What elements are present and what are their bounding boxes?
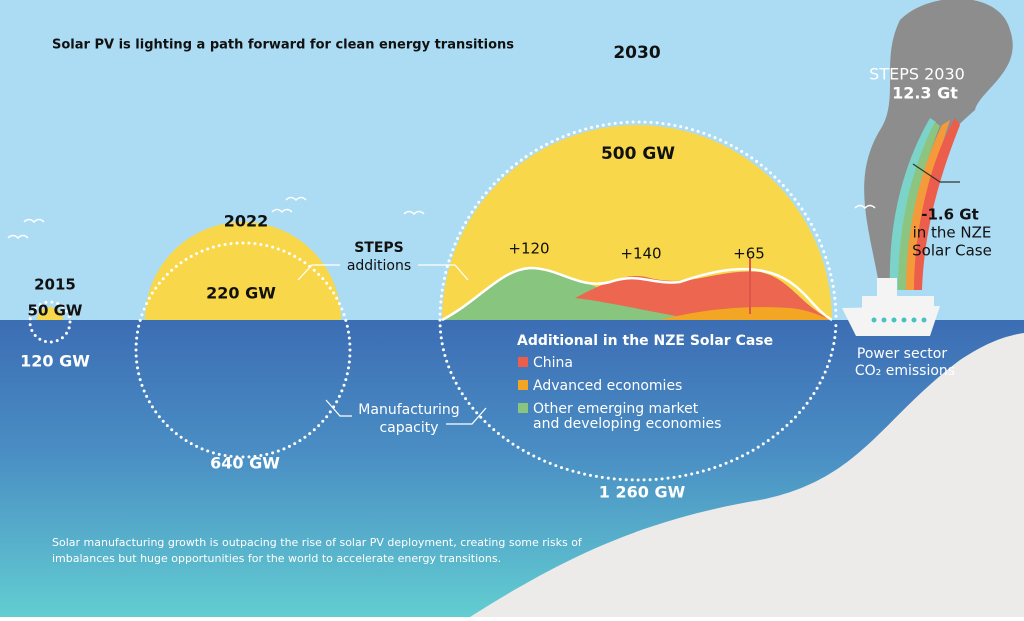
manufacturing: 120 GW bbox=[20, 352, 90, 371]
emission-band bbox=[914, 118, 960, 290]
legend-item: and developing economies bbox=[533, 416, 721, 432]
leader bbox=[418, 264, 469, 281]
year: 2030 bbox=[613, 43, 660, 63]
hill-outline bbox=[442, 266, 832, 322]
emissions-note: Solar Case bbox=[912, 242, 992, 260]
year: 2022 bbox=[224, 212, 269, 231]
emissions-label: CO₂ emissions bbox=[855, 363, 955, 379]
ship-hull bbox=[842, 306, 940, 336]
legend-title: Additional in the NZE Solar Case bbox=[517, 333, 773, 349]
ship-windows bbox=[871, 317, 927, 323]
legend-item: China bbox=[533, 355, 573, 371]
birds bbox=[7, 196, 876, 240]
legend-item: Other emerging market bbox=[533, 401, 699, 417]
emissions-scenario: STEPS 2030 bbox=[869, 65, 965, 84]
footnote: imbalances but huge opportunities for th… bbox=[52, 552, 501, 565]
ship-stack bbox=[877, 278, 897, 300]
manufacturing-label: Manufacturing bbox=[358, 402, 459, 418]
deployment: 500 GW bbox=[601, 144, 675, 164]
shore bbox=[470, 333, 1024, 617]
legend-swatch bbox=[518, 403, 528, 413]
leader bbox=[325, 399, 352, 417]
legend-swatch bbox=[518, 380, 528, 390]
sun-2015 bbox=[37, 307, 63, 320]
deployment: 50 GW bbox=[28, 302, 83, 320]
hill-advanced bbox=[660, 307, 832, 320]
deployment: 220 GW bbox=[206, 284, 276, 303]
emission-band bbox=[889, 118, 936, 290]
manufacturing-label: capacity bbox=[379, 420, 438, 436]
manufacturing-circle bbox=[438, 318, 838, 482]
emissions-note: in the NZE bbox=[913, 224, 992, 242]
sun-2022 bbox=[145, 222, 341, 320]
title: Solar PV is lighting a path forward for … bbox=[52, 38, 514, 53]
steps-label: additions bbox=[347, 258, 411, 274]
year: 2015 bbox=[34, 276, 76, 294]
emissions-label: Power sector bbox=[857, 346, 947, 362]
manufacturing: 640 GW bbox=[210, 454, 280, 473]
steps-label: STEPS bbox=[354, 240, 404, 256]
footnote: Solar manufacturing growth is outpacing … bbox=[52, 536, 583, 549]
legend-swatch bbox=[518, 357, 528, 367]
nze-addition: +120 bbox=[508, 240, 549, 258]
leader bbox=[297, 264, 340, 281]
sun-halo bbox=[438, 120, 838, 322]
manufacturing-circle bbox=[134, 241, 352, 459]
ship-cabin bbox=[862, 296, 934, 308]
emissions-reduction: -1.6 Gt bbox=[921, 206, 979, 224]
legend-item: Advanced economies bbox=[533, 378, 682, 394]
leader bbox=[446, 407, 487, 425]
leader bbox=[912, 163, 960, 183]
nze-addition: +65 bbox=[733, 245, 765, 263]
nze-addition: +140 bbox=[620, 245, 661, 263]
emissions-value: 12.3 Gt bbox=[892, 84, 958, 103]
manufacturing-circle bbox=[28, 300, 72, 344]
manufacturing: 1 260 GW bbox=[599, 483, 686, 502]
